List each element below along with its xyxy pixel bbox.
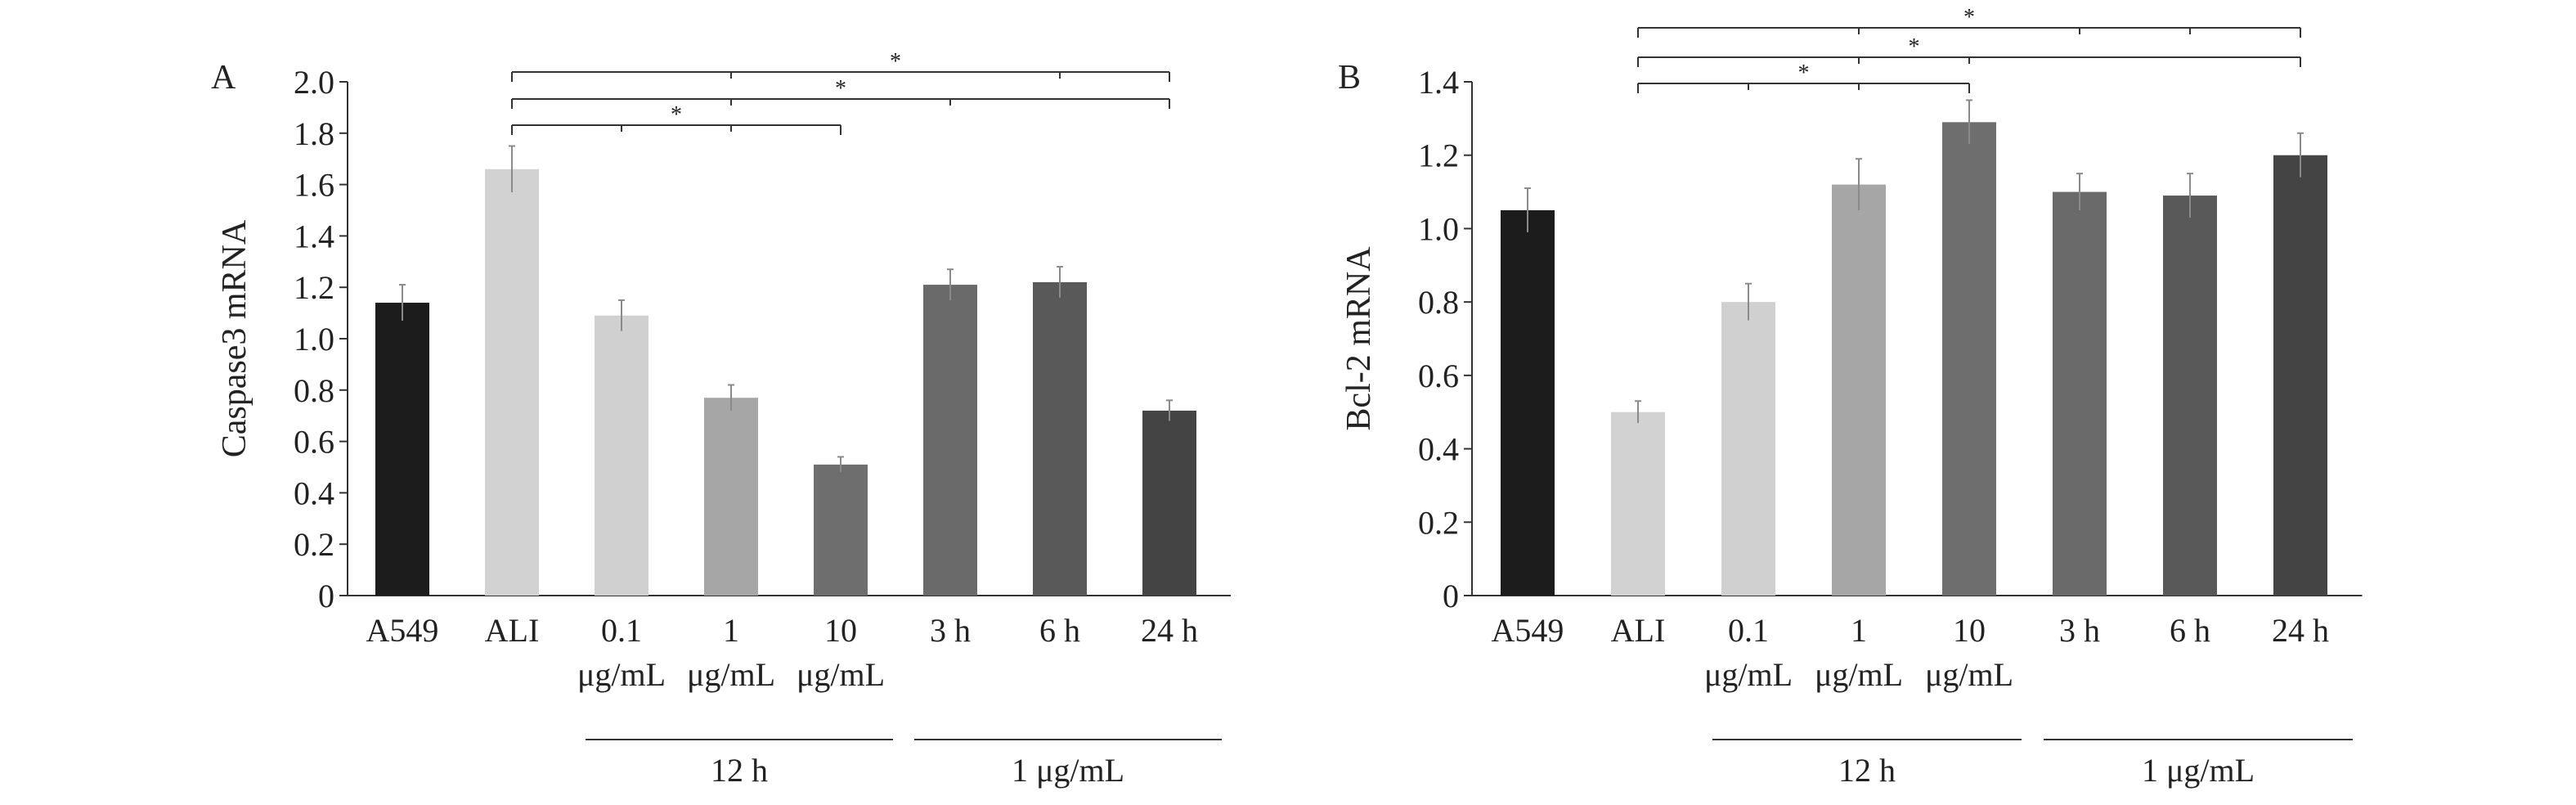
- panel-a-group-label: 1 μg/mL: [1012, 752, 1124, 789]
- panel-a-y-axis-title: Caspase3 mRNA: [216, 219, 254, 457]
- panel-b-bar: [1832, 184, 1886, 596]
- panel-a-y-tick-label: 1.6: [294, 167, 334, 204]
- panel-a-y-tick-label: 2.0: [294, 64, 334, 101]
- panel-a-significance-star: *: [671, 102, 682, 128]
- panel-a-y-tick-label: 1.2: [294, 269, 334, 306]
- panel-b-y-tick-label: 1.0: [1418, 210, 1459, 247]
- panel-a-x-tick-label: 0.1: [601, 612, 642, 649]
- panel-a-y-tick-label: 1.0: [294, 321, 334, 358]
- panel-b-bar: [1501, 210, 1555, 596]
- panel-b-x-tick-label: 6 h: [2170, 612, 2210, 649]
- panel-a-x-unit-label: μg/mL: [797, 656, 885, 693]
- panel-b-x-tick-label: 1: [1851, 612, 1867, 649]
- panel-b-significance-star: *: [1963, 5, 1975, 30]
- panel-b-group-label: 1 μg/mL: [2142, 752, 2255, 789]
- panel-a-x-unit-label: μg/mL: [577, 656, 666, 693]
- panel-a-x-tick-label: 6 h: [1039, 612, 1080, 649]
- panel-b-bar: [2163, 196, 2217, 596]
- panel-b-x-unit-label: μg/mL: [1925, 656, 2013, 693]
- panel-b-y-tick-label: 1.4: [1418, 64, 1459, 101]
- panel-a-x-tick-label: ALI: [485, 612, 540, 649]
- panel-a-x-tick-label: 10: [824, 612, 857, 649]
- panel-b-y-tick-label: 0: [1443, 578, 1459, 614]
- panel-a-y-tick-label: 0.2: [294, 526, 334, 563]
- panel-b-bcl2: B Bcl-2 mRNA 0 0.2 0.4 0.6 0.8 1.0 1.2 1.4 A549 ALI…: [1338, 5, 2363, 789]
- panel-a-bar: [595, 315, 648, 596]
- panel-b-y-tick-label: 0.8: [1418, 284, 1459, 321]
- panel-a-y-tick-label: 1.8: [294, 115, 334, 152]
- panel-a-bar: [1033, 281, 1087, 596]
- panel-a-y-tick-label: 0.4: [294, 474, 334, 511]
- panel-b-x-tick-label: 3 h: [2059, 612, 2100, 649]
- panel-a-y-tick-label: 1.4: [294, 218, 334, 254]
- panel-a-y-tick-label: 0: [318, 578, 334, 614]
- panel-b-x-tick-label: A549: [1492, 612, 1564, 649]
- panel-b-bar: [2273, 155, 2327, 596]
- panel-b-x-tick-label: ALI: [1611, 612, 1666, 649]
- panel-a-x-tick-label: A549: [366, 612, 439, 649]
- panel-a-bar: [1142, 410, 1196, 596]
- panel-a-bar: [814, 464, 868, 596]
- panel-a-x-unit-label: μg/mL: [687, 656, 775, 693]
- panel-b-y-tick-label: 1.2: [1418, 137, 1459, 174]
- panel-b-bar: [1721, 302, 1775, 596]
- panel-b-x-unit-label: μg/mL: [1815, 656, 1903, 693]
- panel-a-y-tick-label: 0.8: [294, 372, 334, 409]
- panel-a-x-tick-label: 24 h: [1141, 612, 1198, 649]
- panel-b-y-tick-label: 0.2: [1418, 504, 1459, 541]
- panel-a-group-label: 12 h: [711, 752, 768, 789]
- panel-b-y-tick-label: 0.6: [1418, 358, 1459, 394]
- panel-b-significance-star: *: [1798, 61, 1810, 86]
- panel-b-x-tick-label: 10: [1953, 612, 1986, 649]
- panel-a-bar: [485, 169, 539, 596]
- panel-a-y-tick-label: 0.6: [294, 424, 334, 461]
- panel-b-x-tick-label: 0.1: [1728, 612, 1769, 649]
- panel-a-significance-star: *: [890, 49, 901, 74]
- panel-b-group-label: 12 h: [1838, 752, 1896, 789]
- panel-b-x-unit-label: μg/mL: [1704, 656, 1793, 693]
- panel-a-caspase3: A Caspase3 mRNA 0 0.2 0.4 0.6 0.8 1.0 1.2 1.4 1.6 1…: [211, 49, 1231, 789]
- panel-b-bar: [1942, 122, 1996, 596]
- panel-b-letter: B: [1338, 59, 1361, 97]
- panel-b-significance-star: *: [1909, 34, 1920, 60]
- panel-a-bar: [923, 285, 977, 596]
- panel-b-y-tick-label: 0.4: [1418, 431, 1459, 468]
- panel-b-bar: [2053, 191, 2107, 596]
- panel-a-letter: A: [211, 59, 236, 97]
- panel-a-x-tick-label: 1: [723, 612, 739, 649]
- panel-a-bar: [704, 398, 758, 596]
- panel-b-y-axis-title: Bcl-2 mRNA: [1340, 246, 1378, 431]
- panel-b-bar: [1611, 411, 1665, 596]
- panel-b-x-tick-label: 24 h: [2272, 612, 2329, 649]
- panel-a-bar: [375, 303, 429, 596]
- panel-a-x-tick-label: 3 h: [930, 612, 971, 649]
- panel-a-significance-star: *: [835, 76, 846, 101]
